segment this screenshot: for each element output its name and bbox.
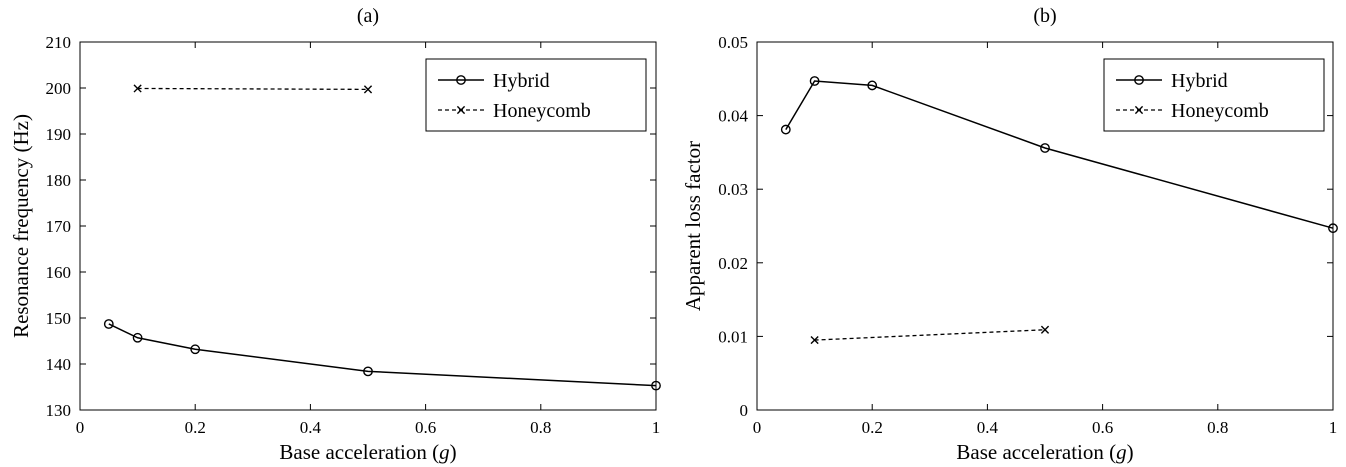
series-line [814, 329, 1046, 341]
y-tick-label: 0 [740, 401, 749, 420]
data-point [651, 380, 661, 391]
data-point [810, 335, 819, 345]
x-tick-label: 0 [753, 418, 762, 437]
y-tick-label: 130 [46, 401, 72, 420]
data-point [1040, 143, 1050, 153]
data-point [190, 344, 201, 355]
legend-label: Hybrid [493, 70, 550, 92]
series-line [785, 80, 1334, 229]
legend-box [425, 58, 647, 132]
data-point [1328, 223, 1338, 234]
data-point [867, 80, 878, 91]
x-tick-label: 0 [76, 418, 85, 437]
x-tick-label: 1 [652, 418, 661, 437]
chart-title: (b) [1033, 5, 1056, 27]
x-tick-label: 0.8 [1207, 418, 1228, 437]
y-tick-label: 0.03 [718, 180, 748, 199]
legend-entry: Honeycomb [1116, 100, 1269, 122]
legend-marker [1134, 105, 1144, 115]
series-line [137, 87, 369, 91]
chart-panel-b: (b) 0 0.2 0.4 0.6 0.8 1 0 0.01 0.02 0.03 0.04 0.05 Ba… [681, 5, 1338, 464]
chart-panel-a: (a) 0 0.2 0.4 0.6 0.8 1 130 140 150 160 170 180 190 20… [9, 5, 661, 464]
y-tick-label: 170 [46, 217, 72, 236]
data-point [103, 319, 114, 329]
y-tick-label: 190 [46, 125, 72, 144]
data-point [363, 366, 373, 377]
x-tick-label: 0.2 [862, 418, 883, 437]
x-tick-label: 0.6 [1092, 418, 1113, 437]
data-point [809, 76, 820, 86]
legend-entry: Hybrid [438, 70, 550, 92]
y-tick-label: 140 [46, 355, 72, 374]
data-point [132, 332, 143, 343]
series-hybrid [103, 319, 661, 391]
y-tick-label: 180 [46, 171, 72, 190]
legend: Hybrid Honeycomb [425, 58, 647, 132]
series-hybrid [780, 76, 1338, 234]
x-tick-label: 0.8 [530, 418, 551, 437]
x-axis-label: Base acceleration (g) [956, 440, 1133, 464]
y-tick-label: 0.04 [718, 107, 748, 126]
legend-label: Honeycomb [493, 100, 591, 122]
y-tick-label: 160 [46, 263, 72, 282]
y-axis-label: Resonance frequency (Hz) [9, 114, 33, 338]
y-tick-label: 150 [46, 309, 72, 328]
legend-label: Honeycomb [1171, 100, 1269, 122]
legend-label: Hybrid [1171, 70, 1228, 92]
plot-frame [756, 41, 1334, 411]
data-point [363, 85, 373, 94]
data-point [1040, 325, 1050, 334]
data-point [780, 124, 791, 135]
legend: Hybrid Honeycomb [1103, 58, 1325, 132]
series-honeycomb [133, 84, 373, 94]
legend-marker [456, 105, 466, 115]
legend-marker [1134, 75, 1144, 85]
series-line [108, 323, 657, 387]
y-tick-label: 200 [46, 79, 72, 98]
x-tick-label: 0.2 [185, 418, 206, 437]
y-tick-label: 210 [46, 33, 72, 52]
y-tick-label: 0.05 [718, 33, 748, 52]
legend-entry: Hybrid [1116, 70, 1228, 92]
legend-box [1103, 58, 1325, 132]
y-axis-label: Apparent loss factor [681, 141, 705, 311]
x-tick-label: 1 [1329, 418, 1338, 437]
y-tick-label: 0.02 [718, 254, 748, 273]
data-point [133, 84, 142, 93]
x-tick-label: 0.4 [300, 418, 322, 437]
x-axis-label: Base acceleration (g) [279, 440, 456, 464]
x-tick-label: 0.6 [415, 418, 436, 437]
legend-marker [456, 75, 466, 85]
series-honeycomb [810, 325, 1050, 345]
legend-entry: Honeycomb [438, 100, 591, 122]
x-tick-label: 0.4 [977, 418, 999, 437]
chart-title: (a) [357, 5, 379, 27]
y-tick-label: 0.01 [718, 327, 748, 346]
